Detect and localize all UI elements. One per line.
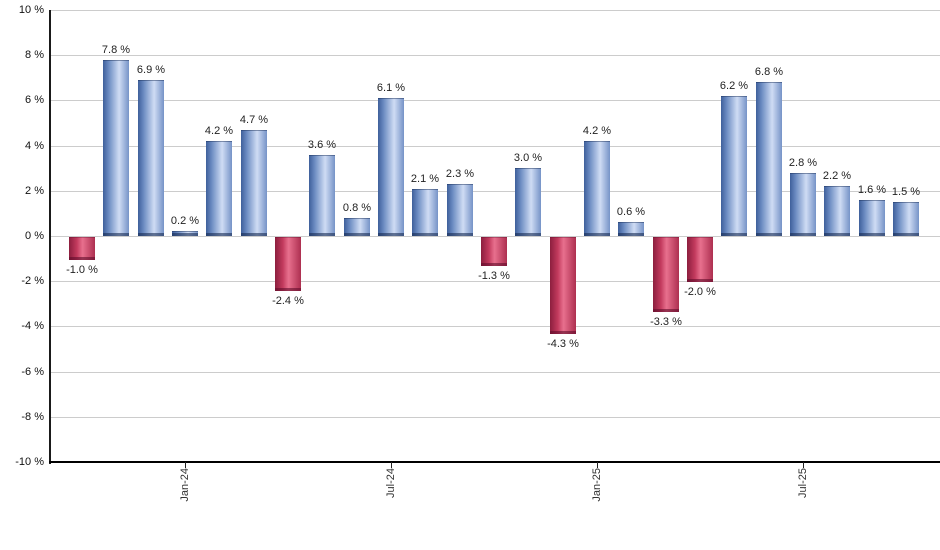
bar-value-label: 1.6 % — [857, 184, 887, 196]
bar-value-label: 4.7 % — [239, 114, 269, 126]
bar-month-4 — [206, 141, 232, 236]
bar-value-label: 0.2 % — [170, 215, 200, 227]
gridline — [50, 191, 940, 192]
y-axis-tick-label: 8 % — [25, 49, 44, 61]
gridline — [50, 417, 940, 418]
y-axis-tick-label: -4 % — [21, 320, 44, 332]
gridline — [50, 326, 940, 327]
bar-month-7 — [309, 155, 335, 236]
y-axis-tick-label: -6 % — [21, 366, 44, 378]
gridline — [50, 281, 940, 282]
bar-value-label: -2.0 % — [684, 286, 716, 298]
x-axis-tick-mark — [803, 462, 804, 468]
gridline — [50, 372, 940, 373]
bar-month-10 — [412, 189, 438, 236]
bar-value-label: -1.3 % — [478, 270, 510, 282]
bar-month-8 — [344, 218, 370, 236]
bar-value-label: 2.8 % — [788, 157, 818, 169]
bar-value-label: -1.0 % — [66, 264, 98, 276]
x-axis-tick-label: Jan-24 — [179, 468, 191, 502]
bar-value-label: 0.6 % — [616, 206, 646, 218]
bar-month-2 — [138, 80, 164, 236]
bar-value-label: -3.3 % — [650, 316, 682, 328]
x-axis-tick-mark — [597, 462, 598, 468]
x-axis-line — [49, 461, 940, 463]
x-axis-tick-mark — [391, 462, 392, 468]
y-axis-tick-label: 2 % — [25, 185, 44, 197]
bar-value-label: 0.8 % — [342, 202, 372, 214]
x-axis-tick-mark — [185, 462, 186, 468]
gridline — [50, 236, 940, 237]
bar-month-18 — [687, 237, 713, 282]
x-axis-tick-label: Jul-24 — [385, 468, 397, 498]
y-axis-tick-label: 0 % — [25, 230, 44, 242]
bar-month-22 — [824, 186, 850, 236]
y-axis-tick-label: 4 % — [25, 140, 44, 152]
gridline — [50, 146, 940, 147]
bar-month-21 — [790, 173, 816, 236]
bar-value-label: 3.0 % — [513, 152, 543, 164]
bar-value-label: 4.2 % — [204, 125, 234, 137]
bar-month-9 — [378, 98, 404, 236]
bar-month-11 — [447, 184, 473, 236]
bar-month-3 — [172, 231, 198, 236]
bar-month-20 — [756, 82, 782, 236]
bar-month-1 — [103, 60, 129, 236]
bar-value-label: 7.8 % — [101, 44, 131, 56]
bar-month-12 — [481, 237, 507, 266]
bar-value-label: 6.8 % — [754, 66, 784, 78]
bar-month-19 — [721, 96, 747, 236]
bar-month-23 — [859, 200, 885, 236]
y-axis-tick-label: -2 % — [21, 275, 44, 287]
bar-month-6 — [275, 237, 301, 291]
bar-value-label: 6.2 % — [719, 80, 749, 92]
y-axis-tick-label: 6 % — [25, 94, 44, 106]
gridline — [50, 10, 940, 11]
bar-value-label: -2.4 % — [272, 295, 304, 307]
bar-month-16 — [618, 222, 644, 236]
bar-month-17 — [653, 237, 679, 312]
y-axis-tick-label: -8 % — [21, 411, 44, 423]
bar-value-label: 6.1 % — [376, 82, 406, 94]
gridline — [50, 100, 940, 101]
bar-value-label: 2.2 % — [822, 170, 852, 182]
bar-month-15 — [584, 141, 610, 236]
y-axis-tick-label: 10 % — [18, 4, 44, 16]
bar-value-label: 6.9 % — [136, 64, 166, 76]
bar-month-0 — [69, 237, 95, 260]
bar-value-label: 1.5 % — [891, 186, 921, 198]
bar-value-label: 2.3 % — [445, 168, 475, 180]
bar-value-label: 4.2 % — [582, 125, 612, 137]
bar-month-14 — [550, 237, 576, 334]
bar-value-label: 3.6 % — [307, 139, 337, 151]
gridline — [50, 55, 940, 56]
bar-value-label: 2.1 % — [410, 173, 440, 185]
y-axis-line — [49, 10, 51, 464]
bar-month-24 — [893, 202, 919, 236]
bar-value-label: -4.3 % — [547, 338, 579, 350]
x-axis-tick-label: Jan-25 — [591, 468, 603, 502]
bar-month-5 — [241, 130, 267, 236]
y-axis-tick-label: -10 % — [15, 456, 44, 468]
x-axis-tick-label: Jul-25 — [797, 468, 809, 498]
bar-month-13 — [515, 168, 541, 236]
